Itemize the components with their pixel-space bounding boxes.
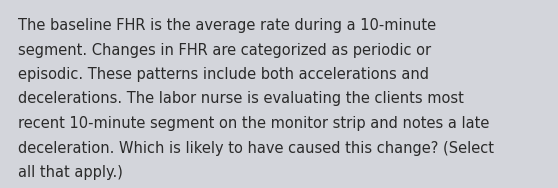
Text: decelerations. The labor nurse is evaluating the clients most: decelerations. The labor nurse is evalua… [18,92,464,106]
Text: deceleration. Which is likely to have caused this change? (Select: deceleration. Which is likely to have ca… [18,140,494,155]
Text: episodic. These patterns include both accelerations and: episodic. These patterns include both ac… [18,67,429,82]
Text: The baseline FHR is the average rate during a 10-minute: The baseline FHR is the average rate dur… [18,18,436,33]
Text: recent 10-minute segment on the monitor strip and notes a late: recent 10-minute segment on the monitor … [18,116,489,131]
Text: segment. Changes in FHR are categorized as periodic or: segment. Changes in FHR are categorized … [18,42,431,58]
Text: all that apply.): all that apply.) [18,165,123,180]
